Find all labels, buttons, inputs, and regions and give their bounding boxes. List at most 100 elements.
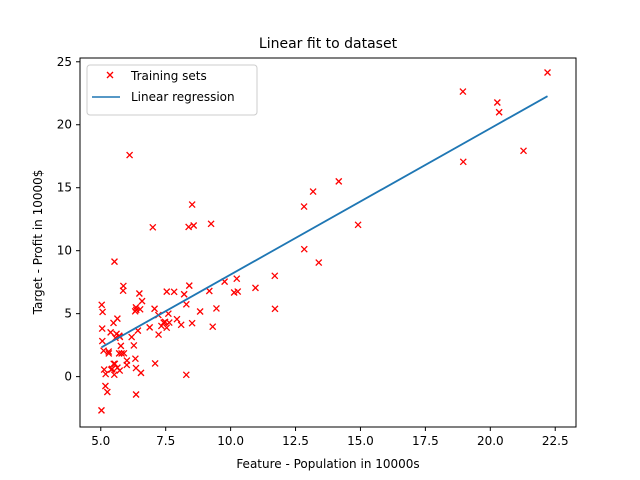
- data-point: [177, 321, 185, 329]
- legend-label-regression: Linear regression: [131, 90, 235, 104]
- data-point: [155, 331, 163, 339]
- data-point: [123, 361, 131, 369]
- data-point: [252, 284, 259, 292]
- legend-box: [86, 64, 258, 116]
- data-point: [300, 245, 308, 253]
- data-point: [99, 308, 107, 316]
- axes-frame: [79, 57, 577, 428]
- data-point: [149, 223, 157, 231]
- data-point: [130, 341, 138, 349]
- data-point: [132, 391, 140, 398]
- legend: Training sets Linear regression: [86, 64, 258, 116]
- data-point: [459, 158, 467, 166]
- data-point: [100, 347, 108, 355]
- x-axis-ticks: 5.0 7.5 10.0 12.5 15.0 17.5 20.0 22.5: [91, 427, 569, 448]
- data-point: [101, 382, 109, 390]
- data-point: [110, 360, 118, 368]
- data-point: [209, 323, 217, 331]
- data-point: [196, 308, 204, 315]
- data-point: [136, 305, 144, 313]
- data-point: [103, 388, 111, 396]
- chart-title: Linear fit to dataset: [259, 36, 398, 52]
- data-point: [108, 365, 116, 373]
- data-point: [102, 370, 110, 378]
- y-tick-label: 25: [57, 55, 72, 69]
- legend-label-training: Training sets: [130, 69, 207, 83]
- data-point: [185, 223, 193, 231]
- data-point: [105, 348, 113, 356]
- data-point: [135, 290, 143, 297]
- data-point: [165, 319, 173, 326]
- x-tick-label: 20.0: [477, 434, 504, 448]
- y-tick-label: 15: [57, 181, 72, 195]
- data-point: [116, 367, 124, 375]
- x-axis-label: Feature - Population in 10000s: [236, 457, 419, 471]
- data-point: [212, 304, 220, 312]
- x-tick-label: 22.5: [542, 434, 569, 448]
- data-point: [495, 108, 503, 116]
- y-tick-label: 20: [57, 118, 72, 132]
- data-point: [493, 99, 501, 106]
- data-point: [110, 371, 118, 379]
- y-axis-ticks: 0 5 10 15 20 25: [57, 55, 80, 384]
- data-point: [107, 328, 115, 336]
- data-point: [185, 282, 193, 290]
- data-point: [113, 330, 120, 338]
- x-tick-label: 17.5: [412, 434, 439, 448]
- data-point: [180, 290, 188, 298]
- data-point: [111, 258, 118, 266]
- y-axis-label: Target - Profit in 10000$: [31, 170, 45, 316]
- data-point: [119, 282, 127, 290]
- x-tick-label: 7.5: [156, 434, 175, 448]
- data-point: [100, 366, 108, 374]
- data-point: [300, 203, 308, 211]
- data-point: [309, 188, 317, 196]
- data-point: [160, 319, 168, 327]
- y-tick-label: 5: [64, 307, 72, 321]
- data-point: [173, 315, 181, 323]
- data-point: [520, 147, 527, 155]
- data-point: [335, 177, 343, 185]
- x-tick-label: 12.5: [282, 434, 309, 448]
- data-point: [157, 322, 165, 330]
- data-point: [151, 359, 159, 367]
- x-tick-label: 10.0: [217, 434, 244, 448]
- plot-area: [98, 69, 551, 414]
- data-point: [111, 360, 119, 368]
- data-point: [163, 324, 171, 332]
- data-point: [113, 315, 121, 323]
- data-point: [98, 325, 106, 333]
- data-point: [132, 303, 140, 311]
- data-point: [131, 355, 139, 363]
- x-tick-label: 5.0: [91, 434, 110, 448]
- data-point: [151, 305, 159, 313]
- data-point: [315, 259, 323, 267]
- data-point: [271, 272, 279, 280]
- y-tick-label: 10: [57, 244, 72, 258]
- data-point: [170, 288, 178, 296]
- data-point: [98, 337, 106, 345]
- data-point: [126, 151, 134, 159]
- data-point: [207, 220, 215, 228]
- data-point: [234, 288, 242, 296]
- data-point: [188, 319, 196, 327]
- data-point: [354, 221, 362, 229]
- data-point: [163, 288, 171, 296]
- data-point: [544, 69, 551, 76]
- data-point: [271, 305, 279, 313]
- x-tick-label: 15.0: [347, 434, 374, 448]
- data-point: [146, 323, 154, 331]
- data-point: [118, 349, 126, 357]
- data-point: [117, 342, 125, 350]
- data-point: [98, 301, 106, 309]
- data-point: [182, 300, 190, 308]
- data-point: [128, 333, 136, 341]
- data-point: [105, 349, 113, 357]
- legend-marker-x: [106, 71, 114, 79]
- data-point: [188, 201, 196, 209]
- data-point: [205, 287, 213, 295]
- data-point: [182, 371, 190, 379]
- data-point: [459, 88, 467, 95]
- regression-line: [101, 95, 548, 349]
